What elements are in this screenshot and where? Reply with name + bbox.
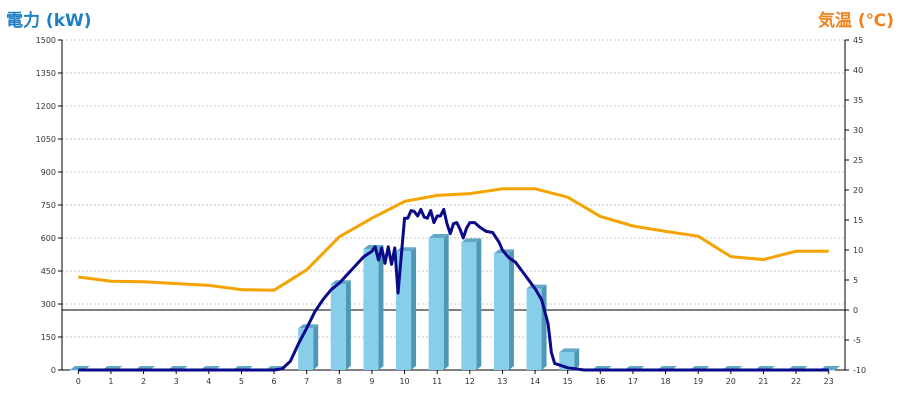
x-tick-label: 11 — [432, 377, 442, 386]
temperature-line — [78, 187, 829, 292]
x-tick-label: 9 — [369, 377, 374, 386]
x-tick-label: 7 — [304, 377, 309, 386]
x-tick-label: 14 — [530, 377, 540, 386]
left-tick-label: 750 — [41, 201, 56, 210]
left-tick-label: 1500 — [36, 36, 56, 45]
left-tick-label: 1050 — [36, 135, 56, 144]
power-bar — [461, 242, 477, 370]
power-bar — [330, 284, 346, 370]
power-bar — [493, 253, 509, 370]
left-tick-label: 600 — [41, 234, 56, 243]
left-tick-label: 450 — [41, 267, 56, 276]
x-tick-label: 0 — [76, 377, 81, 386]
right-tick-label: 10 — [853, 246, 863, 255]
x-tick-label: 1 — [108, 377, 113, 386]
left-tick-label: 900 — [41, 168, 56, 177]
power-bar — [526, 288, 542, 370]
power-bar — [69, 370, 85, 371]
right-tick-label: -5 — [853, 336, 861, 345]
power-bar — [396, 251, 412, 370]
bar-top — [559, 348, 580, 353]
left-axis-title: 電力 (kW) — [6, 11, 92, 31]
bar-side — [345, 280, 351, 370]
x-tick-label: 17 — [628, 377, 638, 386]
bar-side — [541, 284, 547, 370]
left-tick-label: 150 — [41, 333, 56, 342]
bar-side — [313, 324, 319, 370]
x-tick-label: 12 — [465, 377, 475, 386]
bar-side — [508, 249, 514, 370]
bar-side — [443, 234, 449, 370]
x-tick-label: 22 — [791, 377, 801, 386]
bar-side — [378, 245, 384, 370]
x-tick-label: 21 — [758, 377, 768, 386]
right-tick-label: 25 — [853, 156, 863, 165]
x-tick-label: 20 — [726, 377, 736, 386]
x-tick-label: 3 — [174, 377, 179, 386]
bar-side — [411, 247, 417, 370]
right-tick-label: 5 — [853, 276, 858, 285]
bar-top — [461, 238, 482, 243]
left-tick-label: 1200 — [36, 102, 56, 111]
bar-top — [428, 234, 449, 238]
x-tick-label: 5 — [239, 377, 244, 386]
x-tick-label: 4 — [206, 377, 211, 386]
power-line — [78, 207, 829, 372]
right-tick-label: -10 — [853, 366, 866, 375]
right-tick-label: 40 — [853, 66, 863, 75]
x-tick-label: 23 — [824, 377, 834, 386]
x-tick-label: 2 — [141, 377, 146, 386]
x-tick-label: 13 — [497, 377, 507, 386]
power-bar — [363, 249, 379, 370]
x-tick-label: 8 — [337, 377, 342, 386]
left-tick-label: 300 — [41, 300, 56, 309]
right-tick-label: 15 — [853, 216, 863, 225]
x-tick-label: 19 — [693, 377, 703, 386]
left-tick-label: 1350 — [36, 69, 56, 78]
x-tick-label: 18 — [660, 377, 670, 386]
right-tick-label: 30 — [853, 126, 863, 135]
right-tick-label: 0 — [853, 306, 858, 315]
x-tick-label: 6 — [272, 377, 277, 386]
right-tick-label: 35 — [853, 96, 863, 105]
right-tick-label: 45 — [853, 36, 863, 45]
left-tick-label: 0 — [51, 366, 56, 375]
right-axis-title: 気温 (℃) — [817, 11, 894, 31]
power-bar — [298, 328, 314, 370]
bar-side — [574, 348, 580, 370]
power-bar — [428, 238, 444, 370]
x-tick-label: 10 — [399, 377, 409, 386]
x-tick-label: 16 — [595, 377, 605, 386]
bar-side — [476, 238, 482, 370]
right-tick-label: 20 — [853, 186, 863, 195]
x-tick-label: 15 — [563, 377, 573, 386]
